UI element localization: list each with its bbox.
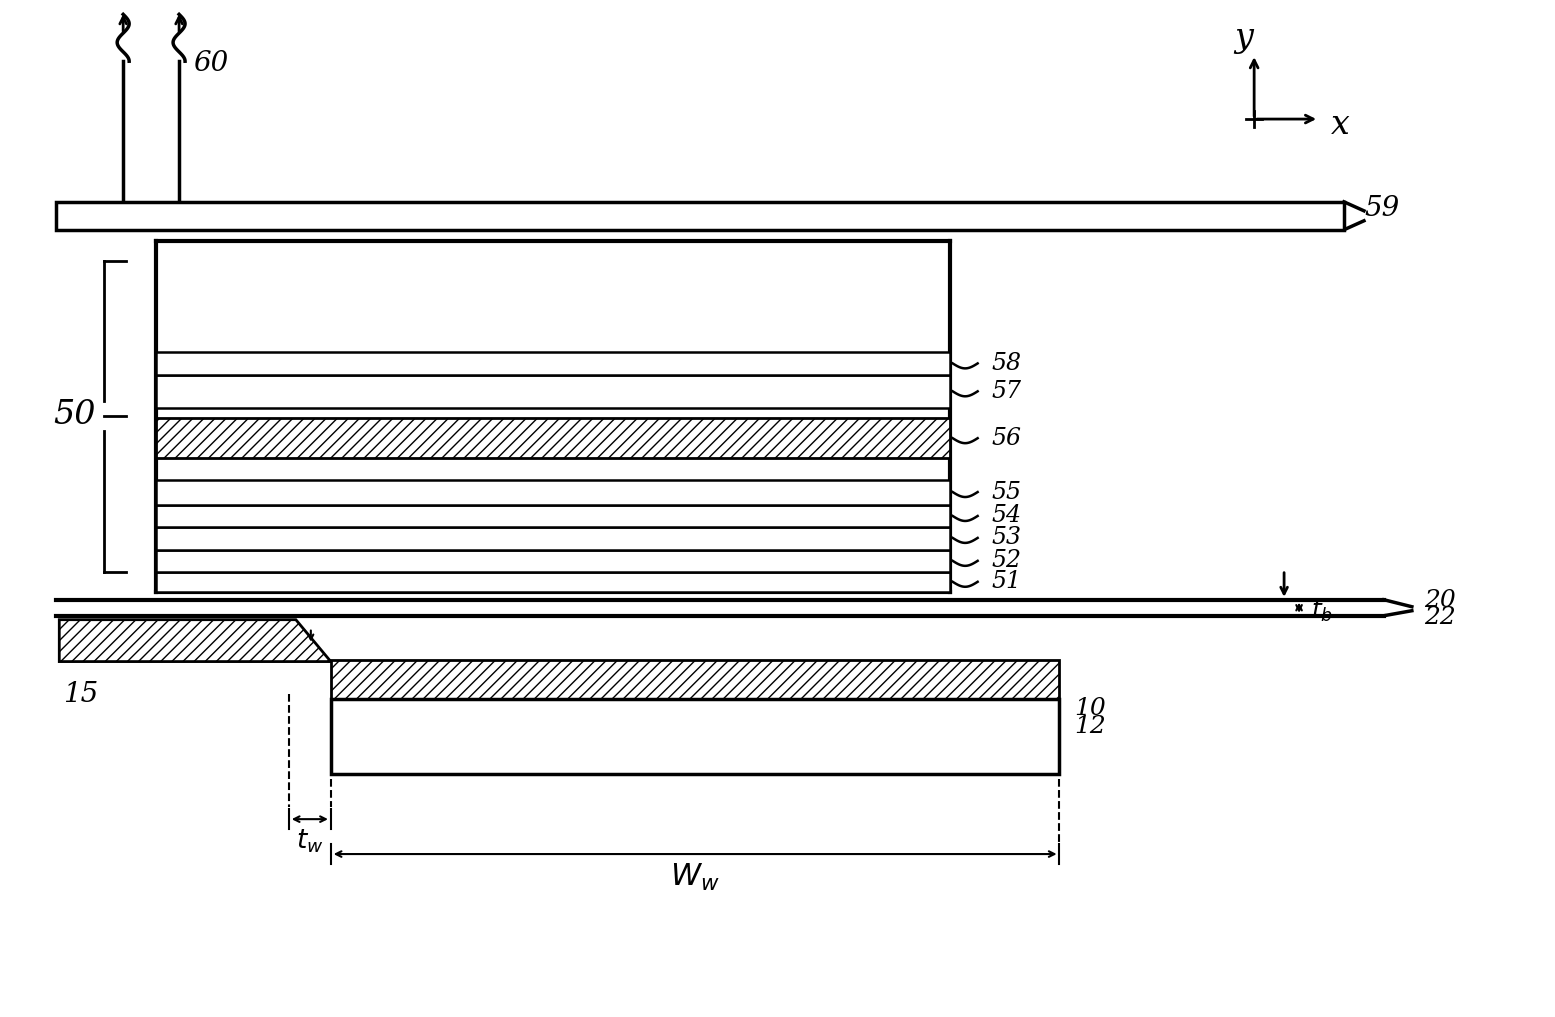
Bar: [56, 201, 1344, 230]
Text: 59: 59: [1364, 195, 1400, 223]
Bar: [156, 418, 950, 458]
Text: x: x: [1331, 109, 1350, 141]
Text: $W_w$: $W_w$: [670, 861, 720, 893]
Bar: [331, 700, 1059, 774]
Bar: [156, 527, 950, 550]
Text: 15: 15: [64, 681, 98, 708]
Text: 50: 50: [53, 400, 96, 431]
Text: 52: 52: [992, 549, 1022, 573]
Bar: [156, 480, 950, 505]
Text: 22: 22: [1424, 606, 1455, 630]
Bar: [156, 375, 950, 408]
Text: 56: 56: [992, 427, 1022, 450]
Bar: [156, 550, 950, 572]
Text: 10: 10: [1075, 697, 1106, 720]
Text: 53: 53: [992, 527, 1022, 549]
Text: 20: 20: [1424, 589, 1455, 612]
Bar: [156, 353, 950, 375]
Text: 58: 58: [992, 352, 1022, 375]
Text: 54: 54: [992, 504, 1022, 528]
Text: 60: 60: [193, 50, 229, 76]
Text: $t_b$: $t_b$: [1311, 598, 1333, 623]
Text: $t_w$: $t_w$: [295, 828, 323, 855]
Bar: [156, 572, 950, 592]
Text: 12: 12: [1075, 715, 1106, 738]
Bar: [156, 505, 950, 527]
Text: 57: 57: [992, 379, 1022, 403]
Text: y: y: [1235, 22, 1253, 54]
Polygon shape: [59, 619, 331, 662]
Text: 55: 55: [992, 481, 1022, 503]
Text: 51: 51: [992, 571, 1022, 593]
Bar: [331, 660, 1059, 700]
